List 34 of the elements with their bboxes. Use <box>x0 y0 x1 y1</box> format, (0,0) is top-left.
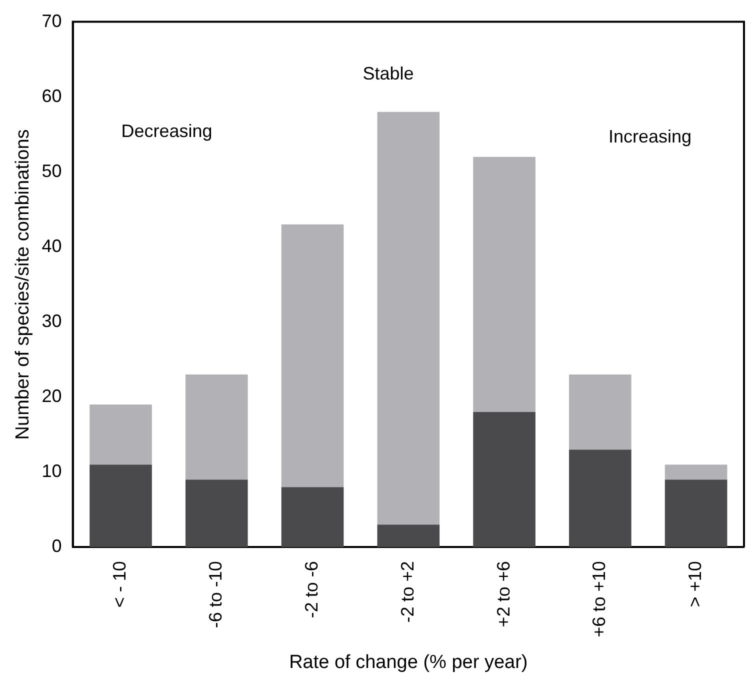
y-tick-label: 30 <box>42 310 62 331</box>
bar <box>473 412 536 548</box>
bar <box>664 464 728 480</box>
y-tick-label: 40 <box>42 236 62 256</box>
bar <box>281 487 344 548</box>
bar <box>185 374 248 480</box>
x-tick-label: -2 to +2 <box>397 561 418 623</box>
bar <box>569 374 632 450</box>
y-tick-label: 60 <box>42 86 62 106</box>
y-tick-label: 0 <box>52 536 62 556</box>
y-tick-label: 20 <box>42 386 62 406</box>
x-axis-title: Rate of change (% per year) <box>289 652 528 673</box>
x-tick-label: +6 to +10 <box>589 561 610 638</box>
bar <box>377 524 440 548</box>
annotation: Stable <box>362 63 414 84</box>
bar <box>569 450 632 548</box>
annotation: Increasing <box>608 126 692 146</box>
y-tick-label: 50 <box>42 160 62 181</box>
x-tick-label: > +10 <box>685 561 706 608</box>
bar <box>281 224 344 488</box>
y-axis-title: Number of species/site combinations <box>12 129 34 440</box>
x-tick-label: -2 to -6 <box>301 561 322 618</box>
bar <box>90 464 152 548</box>
x-tick-label: +2 to +6 <box>493 561 514 628</box>
bar <box>185 480 248 548</box>
y-tick-label: 10 <box>42 461 62 482</box>
bar <box>377 112 440 525</box>
y-tick-label: 70 <box>42 10 62 31</box>
bar <box>473 156 536 412</box>
x-tick-label: < - 10 <box>110 561 130 608</box>
bar <box>90 404 152 465</box>
x-tick-label: -6 to -10 <box>206 561 226 628</box>
bar <box>664 480 728 548</box>
annotation: Decreasing <box>121 121 212 142</box>
